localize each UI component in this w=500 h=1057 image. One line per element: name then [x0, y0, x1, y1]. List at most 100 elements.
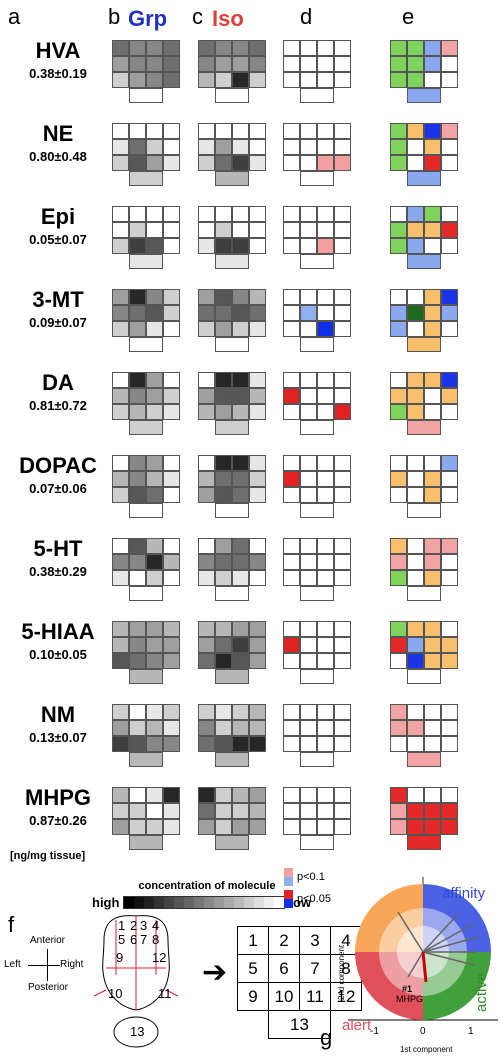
panel-label-e: e — [402, 4, 415, 29]
region-cell-4 — [249, 289, 266, 305]
region-cell-11 — [146, 653, 163, 669]
region-cell-6 — [215, 305, 232, 321]
region-cell-5 — [390, 222, 407, 238]
region-cell-10 — [300, 238, 317, 254]
region-cell-11 — [146, 570, 163, 586]
region-cell-9 — [283, 321, 300, 337]
region-cell-8 — [441, 554, 458, 570]
region-cell-2 — [300, 40, 317, 56]
region-cell-12 — [249, 736, 266, 752]
region-cell-9 — [198, 653, 215, 669]
region-cell-13 — [129, 752, 163, 767]
region-cell-7 — [317, 471, 334, 487]
region-cell-11 — [232, 321, 249, 337]
region-cell-5 — [198, 388, 215, 404]
region-cell-4 — [441, 289, 458, 305]
region-cell-9 — [198, 72, 215, 88]
region-cell-6 — [215, 222, 232, 238]
region-cell-2 — [215, 621, 232, 637]
region-cell-2 — [300, 372, 317, 388]
region-cell-13 — [129, 586, 163, 601]
region-cell-12 — [163, 570, 180, 586]
brain-region-label: 1 — [118, 918, 125, 933]
region-cell-5 — [112, 56, 129, 72]
region-cell-7 — [146, 305, 163, 321]
region-cell-6 — [300, 139, 317, 155]
region-cell-13 — [300, 337, 334, 352]
region-cell-6 — [300, 56, 317, 72]
region-cell-7 — [317, 56, 334, 72]
region-cell-10 — [407, 155, 424, 171]
region-cell-1 — [390, 40, 407, 56]
region-cell-2 — [300, 289, 317, 305]
region-cell-9 — [390, 155, 407, 171]
region-cell-13 — [129, 337, 163, 352]
region-cell-12 — [334, 653, 351, 669]
region-cell-8 — [249, 139, 266, 155]
region-cell-1 — [390, 538, 407, 554]
region-cell-1 — [198, 123, 215, 139]
region-cell-12 — [163, 404, 180, 420]
p1-pink-swatch — [284, 868, 293, 877]
region-cell-9 — [283, 155, 300, 171]
region-cell-11 — [146, 487, 163, 503]
region-cell-5 — [112, 139, 129, 155]
region-cell-12 — [334, 736, 351, 752]
region-cell-12 — [334, 155, 351, 171]
region-cell-8 — [163, 139, 180, 155]
point-label: #1 — [402, 984, 412, 994]
quadrant-active: active — [473, 973, 490, 1012]
region-cell-9 — [198, 321, 215, 337]
region-cell-6 — [300, 554, 317, 570]
region-cell-11 — [232, 72, 249, 88]
region-cell-12 — [441, 570, 458, 586]
region-cell-11 — [424, 653, 441, 669]
region-cell-13 — [215, 171, 249, 186]
region-cell-3 — [317, 123, 334, 139]
region-cell-9 — [283, 819, 300, 835]
region-cell-1 — [283, 123, 300, 139]
region-cell-5 — [283, 222, 300, 238]
region-cell-3 — [146, 289, 163, 305]
region-cell-1 — [112, 787, 129, 803]
region-cell-12 — [249, 321, 266, 337]
region-cell-13 — [407, 752, 441, 767]
region-cell-4 — [163, 123, 180, 139]
region-cell-4 — [163, 621, 180, 637]
region-cell-6 — [300, 388, 317, 404]
region-cell-6 — [407, 554, 424, 570]
region-cell-10 — [129, 155, 146, 171]
region-cell-12 — [441, 404, 458, 420]
region-cell-10 — [300, 819, 317, 835]
high-label: high — [92, 895, 120, 910]
panel-label-b: b — [108, 4, 121, 29]
molecule-value: 0.87±0.26 — [29, 813, 87, 828]
region-cell-6 — [300, 471, 317, 487]
region-cell-3 — [232, 372, 249, 388]
region-cell-7 — [424, 139, 441, 155]
region-cell-2 — [300, 206, 317, 222]
region-cell-5 — [198, 720, 215, 736]
region-cell-1 — [198, 40, 215, 56]
region-cell-11 — [317, 570, 334, 586]
region-cell-8 — [441, 56, 458, 72]
cluster-map — [390, 372, 458, 436]
region-cell-5 — [390, 139, 407, 155]
region-cell-2 — [129, 40, 146, 56]
x-tick-1: -1 — [370, 1026, 379, 1037]
region-cell-1 — [112, 40, 129, 56]
region-cell-4 — [163, 538, 180, 554]
region-cell-7 — [317, 803, 334, 819]
region-cell-6 — [215, 637, 232, 653]
region-cell-3 — [424, 206, 441, 222]
region-cell-11 — [424, 819, 441, 835]
iso-heatmap — [198, 372, 266, 436]
region-cell-8 — [441, 720, 458, 736]
region-cell-7 — [424, 637, 441, 653]
region-cell-5 — [198, 222, 215, 238]
molecule-name: MHPG — [25, 785, 91, 810]
region-cell-12 — [334, 819, 351, 835]
region-cell-3 — [146, 455, 163, 471]
p2-red-swatch — [284, 890, 293, 899]
